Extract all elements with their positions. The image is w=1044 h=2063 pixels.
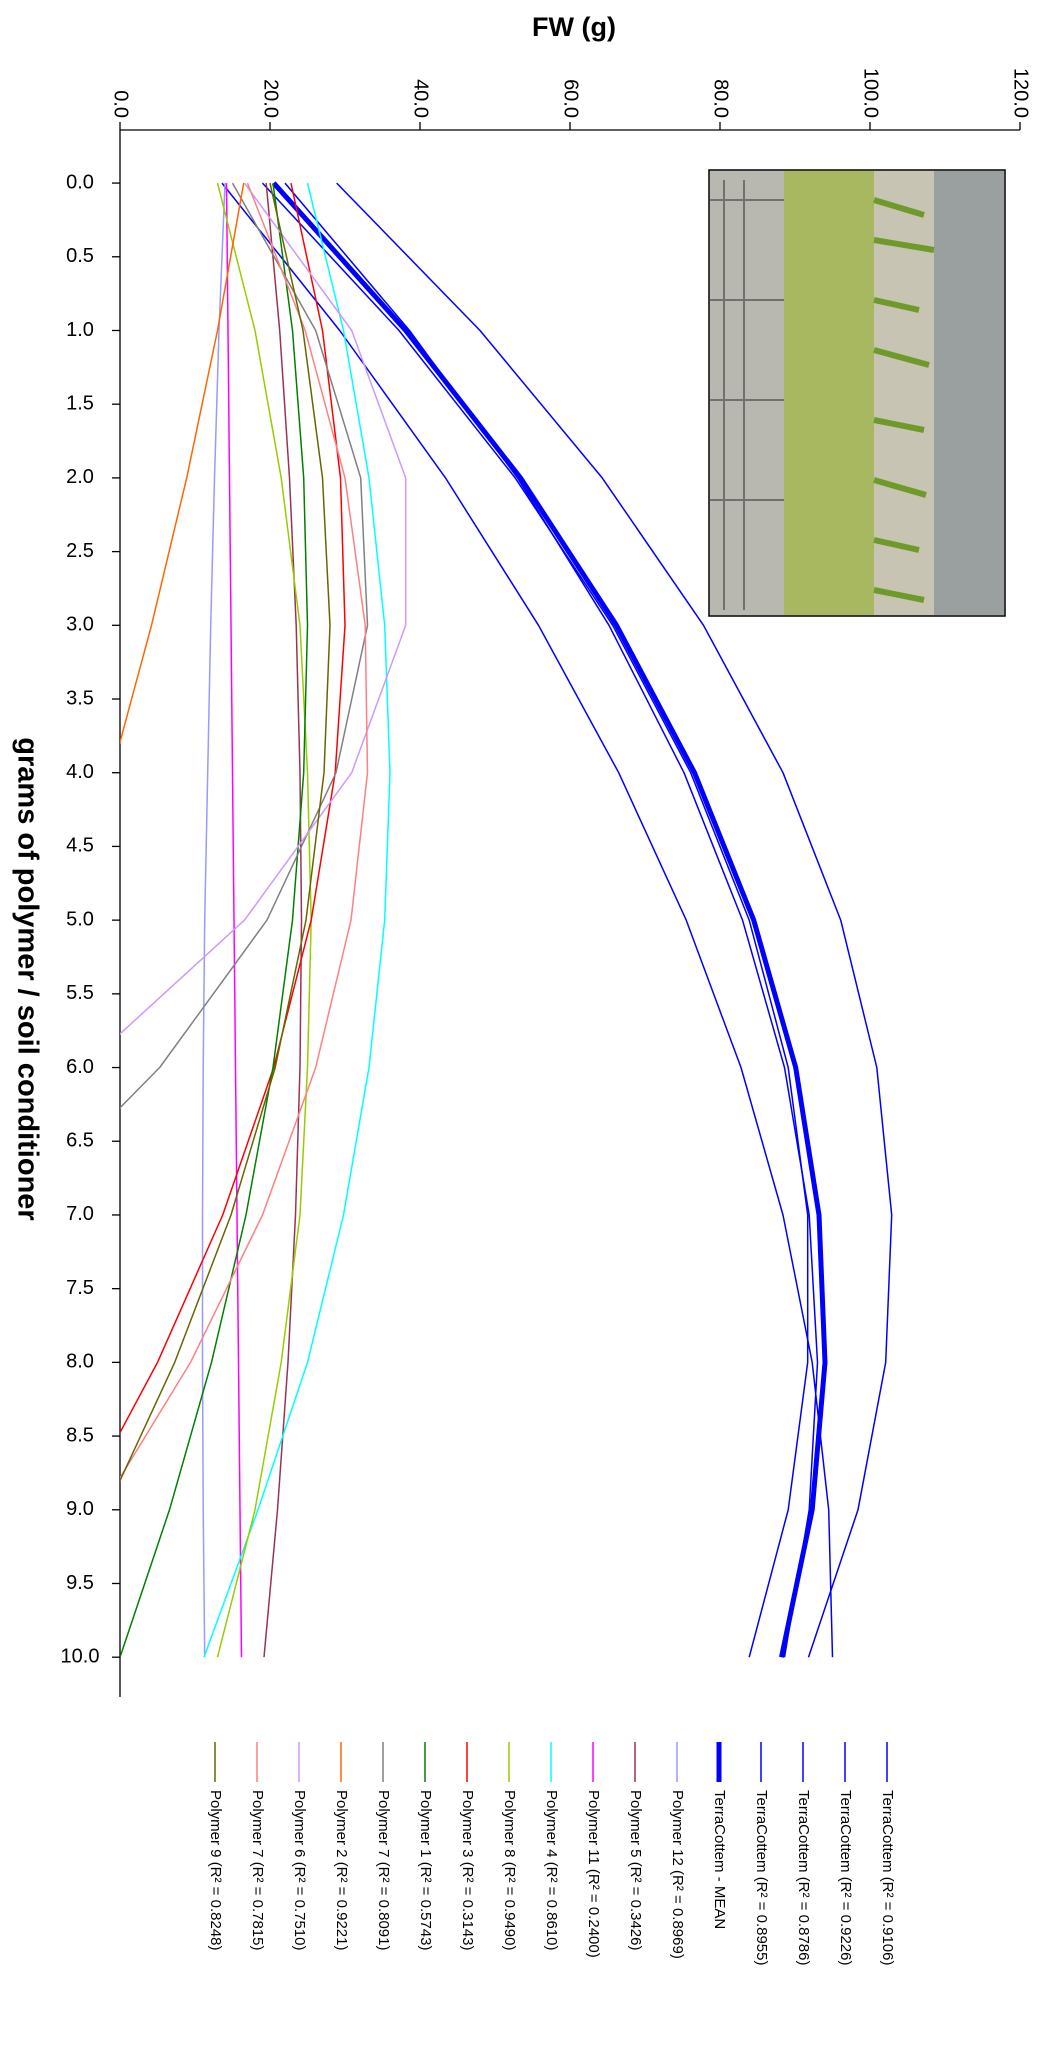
rotated-chart: 0.0 20.0 40.0 60.0 80.0 100.0 120.0 0.0 0.5 1.0 1.… [0, 12, 1032, 1965]
inset-photo [709, 170, 1005, 616]
x-tick-label: 7.0 [66, 1203, 94, 1225]
x-tick-label: 5.0 [66, 908, 94, 930]
x-tick-label: 8.0 [66, 1351, 94, 1373]
page: {"chart_data": { "type": "line", "y_axis… [0, 0, 1044, 2058]
x-tick-label: 9.0 [66, 1498, 94, 1520]
series-line [204, 183, 390, 1657]
legend-label: TerraCottem (R² = 0.9106) [879, 1790, 896, 1965]
series-line [218, 183, 312, 1657]
legend-label: Polymer 8 (R² = 0.9490) [501, 1790, 518, 1950]
x-tick-label: 7.5 [66, 1277, 94, 1299]
x-tick-label: 5.5 [66, 982, 94, 1004]
x-tick-label: 1.5 [66, 392, 94, 414]
legend-label: Polymer 9 (R² = 0.8248) [207, 1790, 224, 1950]
legend-label: Polymer 1 (R² = 0.5743) [417, 1790, 434, 1950]
x-tick-label: 4.0 [66, 761, 94, 783]
legend-label: Polymer 5 (R² = 0.3426) [627, 1790, 644, 1950]
x-tick-label: 8.5 [66, 1424, 94, 1446]
series-line [120, 183, 308, 1657]
x-tick-label: 2.5 [66, 540, 94, 562]
y-tick-label: 40.0 [410, 79, 432, 118]
legend-label: TerraCottem - MEAN [711, 1790, 728, 1929]
legend-label: Polymer 7 (R² = 0.8091) [375, 1790, 392, 1950]
legend-label: Polymer 3 (R² = 0.3143) [459, 1790, 476, 1950]
x-tick-label: 2.0 [66, 466, 94, 488]
y-tick-label: 60.0 [560, 79, 582, 118]
series-line [203, 183, 226, 1657]
x-tick-label: 4.5 [66, 835, 94, 857]
series-line [227, 183, 242, 1657]
x-tick-label: 0.5 [66, 245, 94, 267]
legend-label: Polymer 6 (R² = 0.7510) [291, 1790, 308, 1950]
x-tick-label: 1.0 [66, 319, 94, 341]
y-axis-title: FW (g) [532, 12, 616, 42]
y-tick-label: 0.0 [110, 90, 132, 118]
x-tick-label: 6.0 [66, 1056, 94, 1078]
y-tick-label: 120.0 [1010, 68, 1032, 118]
x-tick-label: 3.0 [66, 614, 94, 636]
y-tick-label: 20.0 [260, 79, 282, 118]
x-tick-label: 9.5 [66, 1572, 94, 1594]
legend-label: TerraCottem (R² = 0.9226) [837, 1790, 854, 1965]
x-axis-title: grams of polymer / soil conditioner [11, 737, 43, 1220]
x-tick-label: 0.0 [66, 171, 94, 193]
legend-label: TerraCottem (R² = 0.8955) [753, 1790, 770, 1965]
y-tick-label: 80.0 [710, 79, 732, 118]
x-tick-label: 10.0 [61, 1645, 100, 1667]
legend-label: Polymer 11 (R² = 0.2400) [585, 1790, 602, 1958]
legend-label: Polymer 2 (R² = 0.9221) [333, 1790, 350, 1950]
x-tick-label: 3.5 [66, 687, 94, 709]
legend-label: TerraCottem (R² = 0.8786) [795, 1790, 812, 1965]
legend-label: Polymer 12 (R² = 0.8969) [669, 1790, 686, 1959]
y-tick-label: 100.0 [860, 68, 882, 118]
x-tick-label: 6.5 [66, 1130, 94, 1152]
legend-label: Polymer 4 (R² = 0.8610) [543, 1790, 560, 1950]
series-line [0, 183, 345, 1657]
legend-label: Polymer 7 (R² = 0.7815) [249, 1790, 266, 1950]
chart: 0.0 20.0 40.0 60.0 80.0 100.0 120.0 0.0 0.5 1.0 1.… [0, 0, 1044, 2058]
